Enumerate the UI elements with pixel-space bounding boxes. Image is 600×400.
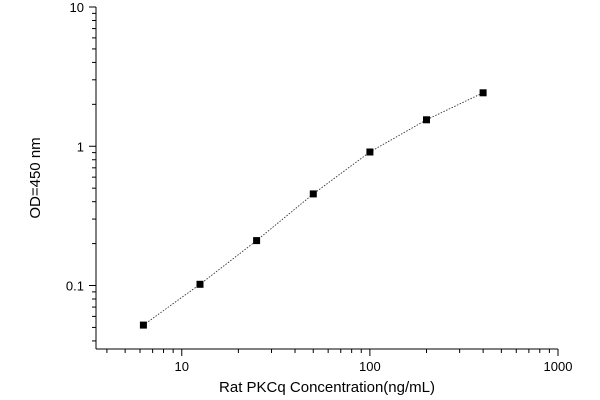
data-point xyxy=(309,190,317,198)
y-tick-label: 0.1 xyxy=(66,279,84,294)
data-points xyxy=(139,89,487,329)
data-point xyxy=(423,116,430,124)
y-tick-label: 10 xyxy=(70,0,84,15)
data-point xyxy=(139,321,147,329)
x-tick-label: 100 xyxy=(359,359,381,374)
data-point xyxy=(479,89,487,97)
x-tick-label: 10 xyxy=(175,359,189,374)
x-tick-label: 1000 xyxy=(544,359,573,374)
axis-ticks: 10 100 1000 0.1 1 10 xyxy=(66,0,573,374)
data-point xyxy=(253,237,261,245)
data-point xyxy=(196,280,204,288)
fitted-curve xyxy=(143,92,484,326)
x-axis-title: Rat PKCq Concentration(ng/mL) xyxy=(219,379,435,396)
y-axis-title: OD=450 nm xyxy=(27,137,44,218)
axes xyxy=(95,7,558,350)
data-point xyxy=(366,148,374,156)
y-tick-label: 1 xyxy=(77,139,84,154)
